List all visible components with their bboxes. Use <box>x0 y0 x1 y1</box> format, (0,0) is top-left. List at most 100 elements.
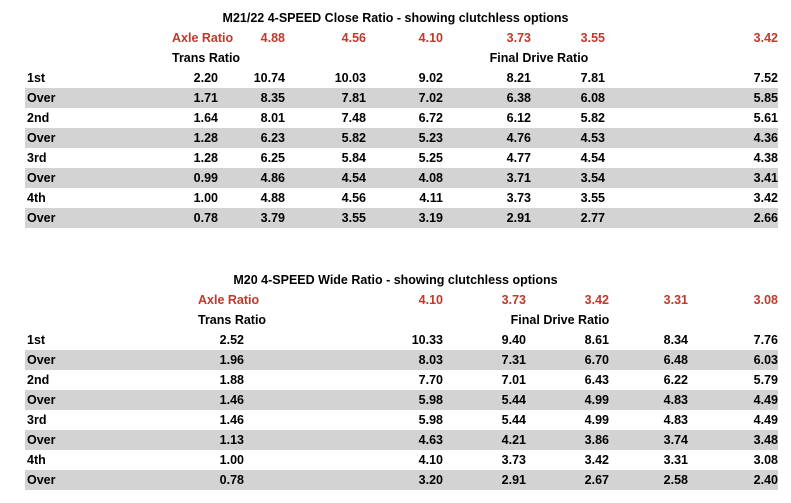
final-drive-cell: 3.42 <box>584 453 609 467</box>
final-drive-cell: 2.91 <box>506 211 531 225</box>
table-row: 1st 2.52 10.33 9.40 8.61 8.34 7.76 <box>25 330 778 350</box>
trans-ratio-cell: 1.00 <box>219 453 244 467</box>
trans-ratio-cell: 1.96 <box>219 353 244 367</box>
gear-label: Over <box>27 353 56 367</box>
final-drive-cell: 6.03 <box>753 353 778 367</box>
final-drive-cell: 10.03 <box>334 71 366 85</box>
gear-label: Over <box>27 433 56 447</box>
final-drive-cell: 3.74 <box>663 433 688 447</box>
final-drive-cell: 6.43 <box>584 373 609 387</box>
table-body: 1st 2.52 10.33 9.40 8.61 8.34 7.76 Over 1.96 8.03… <box>25 330 778 490</box>
table-row: Over 1.13 4.63 4.21 3.86 3.74 3.48 <box>25 430 778 450</box>
trans-ratio-cell: 0.78 <box>193 211 218 225</box>
final-drive-cell: 5.98 <box>418 413 443 427</box>
gear-label: Over <box>27 171 56 185</box>
trans-ratio-cell: 1.13 <box>219 433 244 447</box>
trans-ratio-cell: 1.00 <box>193 191 218 205</box>
table-row: Over 1.96 8.03 7.31 6.70 6.48 6.03 <box>25 350 778 370</box>
table-row: 2nd 1.88 7.70 7.01 6.43 6.22 5.79 <box>25 370 778 390</box>
axle-ratio-label: Axle Ratio <box>172 31 234 45</box>
final-drive-cell: 3.73 <box>506 191 531 205</box>
final-drive-cell: 8.61 <box>584 333 609 347</box>
trans-ratio-cell: 2.20 <box>193 71 218 85</box>
trans-ratio-header: Trans Ratio <box>172 51 241 65</box>
final-drive-cell: 5.61 <box>753 111 778 125</box>
final-drive-cell: 3.31 <box>663 453 688 467</box>
gear-label: Over <box>27 473 56 487</box>
table-row: 3rd 1.28 6.25 5.84 5.25 4.77 4.54 4.38 <box>25 148 778 168</box>
final-drive-cell: 3.79 <box>260 211 285 225</box>
axle-ratio-label: Axle Ratio <box>198 293 260 307</box>
final-drive-cell: 6.12 <box>506 111 531 125</box>
final-drive-cell: 6.38 <box>506 91 531 105</box>
final-drive-cell: 4.38 <box>753 151 778 165</box>
axle-ratio-value: 3.42 <box>753 31 778 45</box>
table-row: 2nd 1.64 8.01 7.48 6.72 6.12 5.82 5.61 <box>25 108 778 128</box>
final-drive-cell: 5.25 <box>418 151 443 165</box>
table-row: Over 1.28 6.23 5.82 5.23 4.76 4.53 4.36 <box>25 128 778 148</box>
table-title: M20 4-SPEED Wide Ratio - showing clutchl… <box>233 273 558 287</box>
final-drive-cell: 4.21 <box>501 433 526 447</box>
final-drive-cell: 3.55 <box>580 191 605 205</box>
final-drive-cell: 7.76 <box>753 333 778 347</box>
final-drive-cell: 7.31 <box>501 353 526 367</box>
table-row: Over 0.78 3.20 2.91 2.67 2.58 2.40 <box>25 470 778 490</box>
final-drive-cell: 3.48 <box>753 433 778 447</box>
final-drive-cell: 4.99 <box>584 393 609 407</box>
final-drive-cell: 5.23 <box>418 131 443 145</box>
table-title: M21/22 4-SPEED Close Ratio - showing clu… <box>222 11 569 25</box>
gear-label: 1st <box>27 71 46 85</box>
gear-label: 1st <box>27 333 46 347</box>
axle-ratio-value: 3.42 <box>584 293 609 307</box>
table-row: Over 0.99 4.86 4.54 4.08 3.71 3.54 3.41 <box>25 168 778 188</box>
final-drive-cell: 4.49 <box>753 393 778 407</box>
final-drive-cell: 2.66 <box>753 211 778 225</box>
trans-ratio-cell: 0.78 <box>219 473 244 487</box>
trans-ratio-cell: 1.28 <box>193 131 218 145</box>
final-drive-cell: 4.86 <box>260 171 285 185</box>
final-drive-cell: 7.70 <box>418 373 443 387</box>
table-row: 4th 1.00 4.10 3.73 3.42 3.31 3.08 <box>25 450 778 470</box>
table-body: 1st 2.20 10.74 10.03 9.02 8.21 7.81 7.52 Over 1.7… <box>25 68 778 228</box>
final-drive-cell: 10.33 <box>411 333 443 347</box>
final-drive-cell: 4.56 <box>341 191 366 205</box>
final-drive-cell: 8.34 <box>663 333 688 347</box>
gear-label: Over <box>27 211 56 225</box>
final-drive-cell: 3.71 <box>506 171 531 185</box>
table-row: Over 1.71 8.35 7.81 7.02 6.38 6.08 5.85 <box>25 88 778 108</box>
final-drive-cell: 6.70 <box>584 353 609 367</box>
final-drive-cell: 4.36 <box>753 131 778 145</box>
final-drive-cell: 7.81 <box>580 71 605 85</box>
final-drive-cell: 6.23 <box>260 131 285 145</box>
trans-ratio-cell: 1.46 <box>219 393 244 407</box>
final-drive-cell: 4.10 <box>418 453 443 467</box>
gear-label: 4th <box>27 453 46 467</box>
final-drive-cell: 7.01 <box>501 373 526 387</box>
gear-label: Over <box>27 91 56 105</box>
table-row: 1st 2.20 10.74 10.03 9.02 8.21 7.81 7.52 <box>25 68 778 88</box>
final-drive-cell: 4.83 <box>663 393 688 407</box>
trans-ratio-header: Trans Ratio <box>198 313 267 327</box>
final-drive-cell: 3.20 <box>418 473 443 487</box>
table-row: Over 0.78 3.79 3.55 3.19 2.91 2.77 2.66 <box>25 208 778 228</box>
trans-ratio-cell: 2.52 <box>219 333 244 347</box>
final-drive-cell: 5.79 <box>753 373 778 387</box>
final-drive-cell: 6.72 <box>418 111 443 125</box>
final-drive-cell: 4.53 <box>580 131 605 145</box>
final-drive-cell: 2.58 <box>663 473 688 487</box>
gear-label: 3rd <box>27 151 47 165</box>
final-drive-cell: 5.44 <box>501 393 526 407</box>
final-drive-cell: 8.03 <box>418 353 443 367</box>
gear-label: 2nd <box>27 111 50 125</box>
axle-ratio-value: 3.55 <box>580 31 605 45</box>
final-drive-cell: 3.08 <box>753 453 778 467</box>
final-drive-cell: 4.76 <box>506 131 531 145</box>
final-drive-cell: 4.54 <box>341 171 366 185</box>
final-drive-header: Final Drive Ratio <box>489 51 589 65</box>
final-drive-header: Final Drive Ratio <box>510 313 610 327</box>
final-drive-cell: 3.42 <box>753 191 778 205</box>
final-drive-cell: 5.98 <box>418 393 443 407</box>
axle-ratio-value: 4.10 <box>418 293 443 307</box>
final-drive-cell: 7.52 <box>753 71 778 85</box>
gear-label: 2nd <box>27 373 50 387</box>
